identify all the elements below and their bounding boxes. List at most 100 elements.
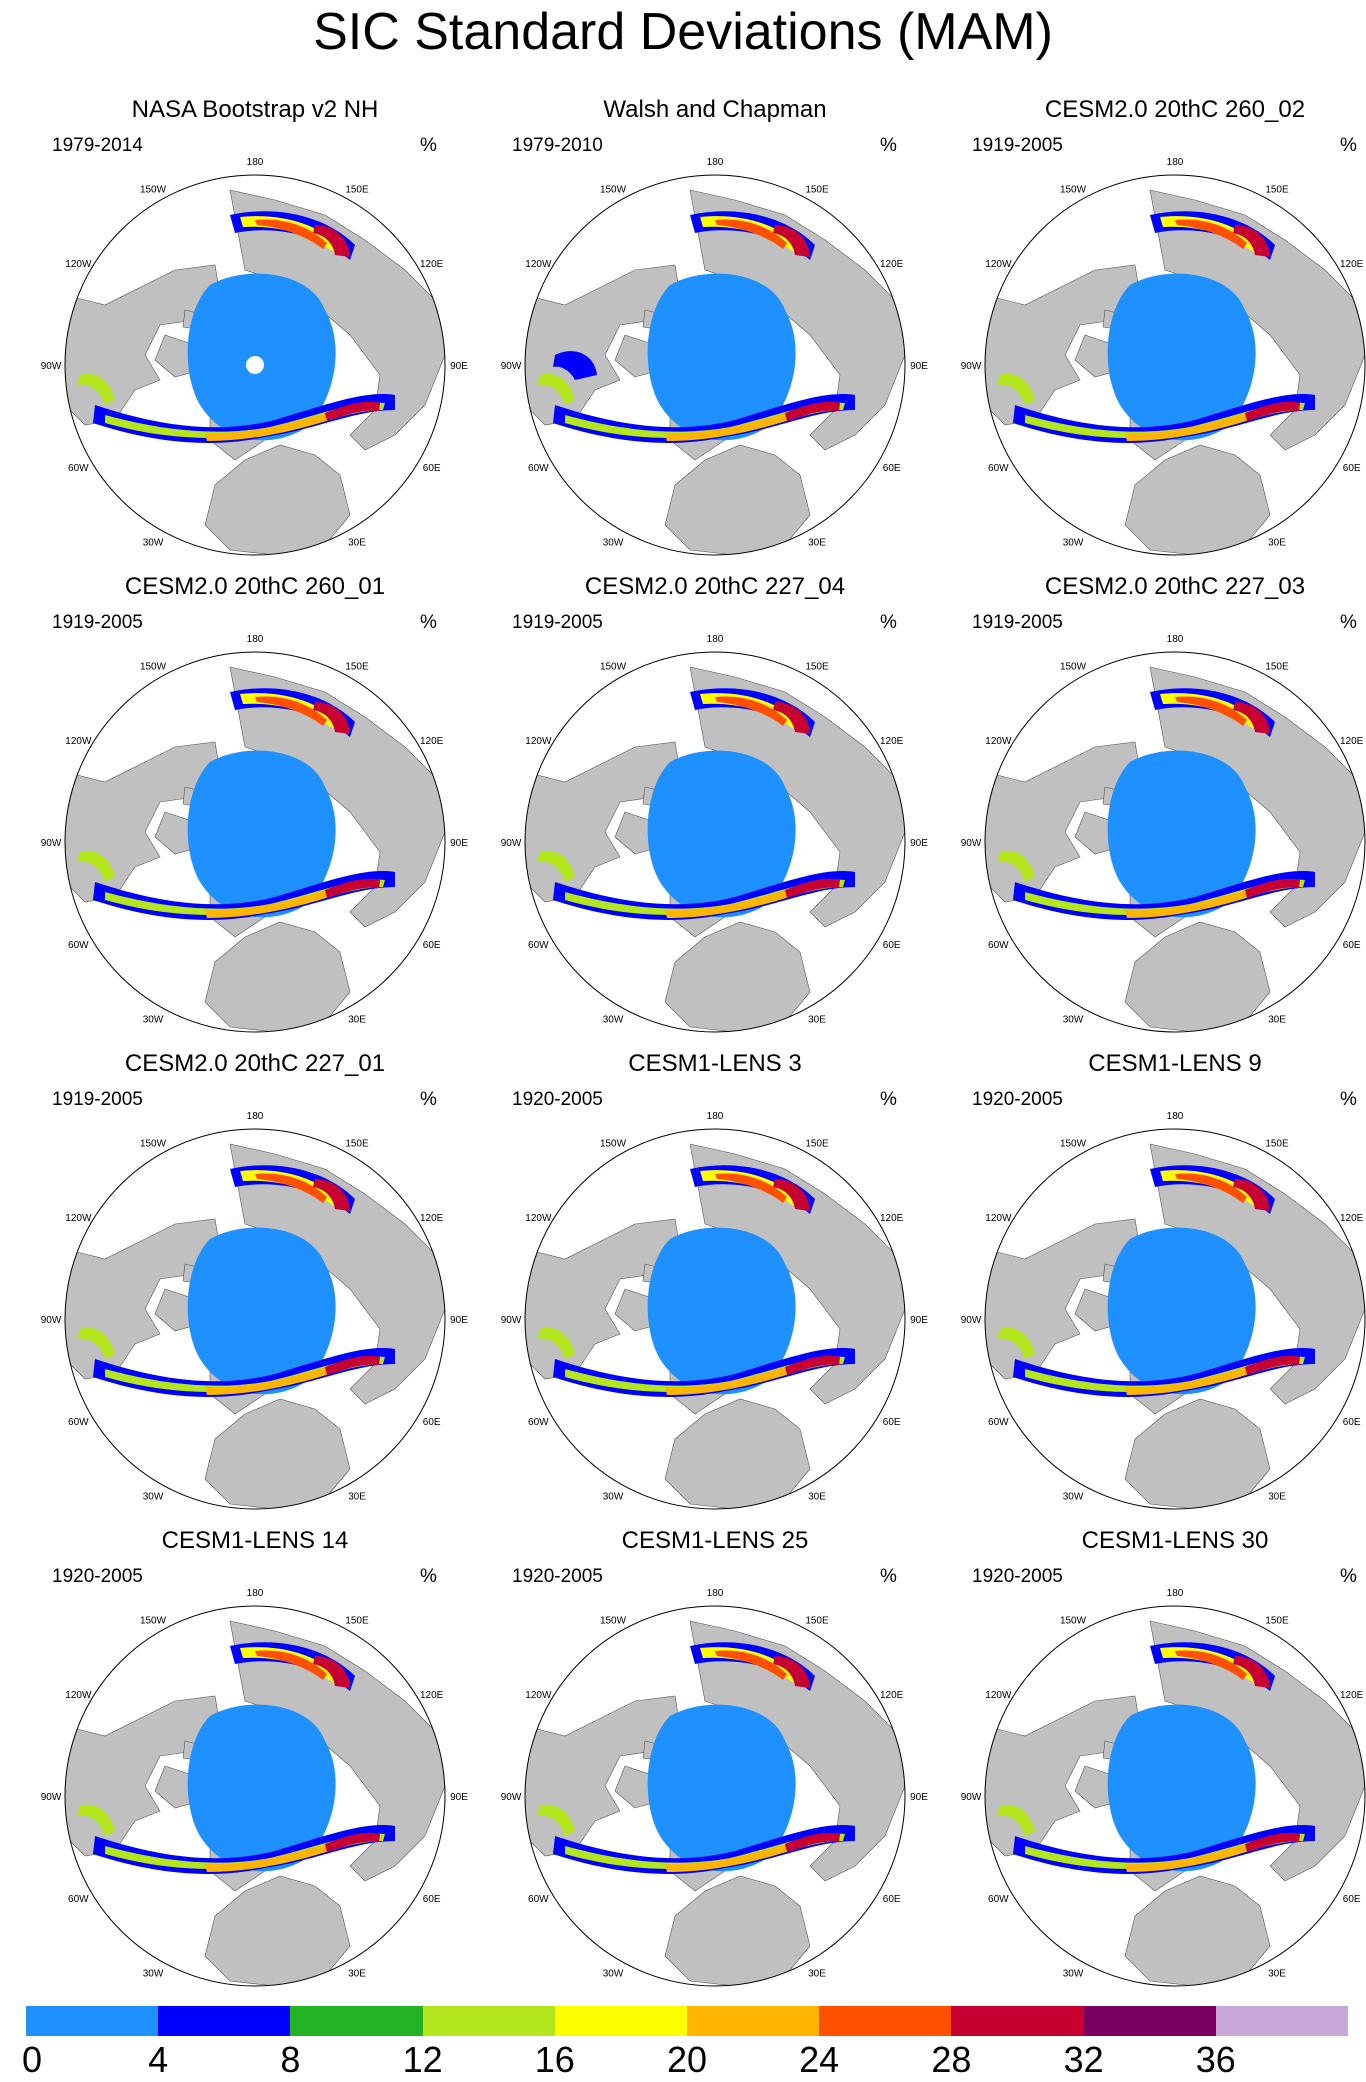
longitude-label: 60E	[1343, 1894, 1361, 1905]
panel-title: CESM1-LENS 30	[1081, 1527, 1269, 1554]
sic-region	[785, 1832, 840, 1852]
colorbar-tick-label: 16	[534, 2039, 575, 2080]
map-border	[524, 1128, 906, 1510]
panel-years: 1919-2005	[52, 1089, 143, 1110]
polar-map: 180150E120E90E60E30E030W60W90W120W150W	[961, 157, 1366, 556]
sic-region	[785, 1355, 840, 1375]
panel-title: CESM2.0 20thC 227_04	[584, 573, 846, 600]
longitude-label: 60E	[1343, 1417, 1361, 1428]
polar-map: 180150E120E90E60E30E030W60W90W120W150W	[501, 157, 928, 556]
sic-region	[313, 1656, 350, 1688]
sic-region	[1125, 1836, 1271, 1872]
map-panel: CESM1-LENS 91920-2005%180150E120E90E60E3…	[945, 1049, 1366, 1519]
longitude-label: 90W	[501, 361, 522, 372]
sic-region	[773, 1179, 810, 1211]
longitude-label: 30W	[603, 1015, 624, 1026]
sic-region	[1245, 1832, 1300, 1852]
sic-region	[1175, 1173, 1247, 1203]
panel-title: CESM1-LENS 14	[161, 1527, 349, 1554]
longitude-label: 60W	[988, 940, 1009, 951]
longitude-label: 60W	[528, 1894, 549, 1905]
longitude-label: 120W	[65, 1690, 92, 1701]
longitude-label: 150E	[345, 1138, 369, 1149]
sic-region	[187, 1227, 336, 1395]
longitude-label: 60W	[68, 1417, 89, 1428]
sic-region	[1125, 405, 1271, 441]
longitude-label: 150W	[1060, 1138, 1087, 1149]
sic-region	[313, 1179, 350, 1211]
longitude-label: 180	[247, 634, 264, 645]
sic-region	[1245, 401, 1300, 421]
map-border	[64, 651, 446, 1033]
sic-region	[1175, 1650, 1247, 1680]
panel-unit: %	[420, 612, 437, 633]
map-panel: NASA Bootstrap v2 NH 1979-2014% 180 150E 120…	[25, 95, 485, 565]
longitude-label: 90E	[450, 838, 468, 849]
land-mass	[204, 1398, 351, 1509]
longitude-label: 30W	[143, 1015, 164, 1026]
panel-years: 1919-2005	[512, 612, 603, 633]
longitude-label: 30E	[808, 538, 826, 549]
longitude-label: 60E	[423, 463, 441, 474]
sic-region	[1107, 1227, 1256, 1395]
sic-region	[205, 405, 351, 441]
longitude-label: 30W	[603, 1492, 624, 1503]
panel-unit: %	[1340, 612, 1357, 633]
land-mass	[1124, 444, 1271, 555]
polar-map: 180150E120E90E60E30E030W60W90W120W150W	[961, 1111, 1366, 1510]
panel-unit: %	[1340, 1089, 1357, 1110]
map-border	[64, 174, 446, 556]
land-mass	[664, 444, 811, 555]
polar-map: 180150E120E90E60E30E030W60W90W120W150W	[501, 1111, 928, 1510]
sic-region	[1025, 1356, 1305, 1392]
longitude-label: 120W	[985, 259, 1012, 270]
colorbar-tick-label: 12	[402, 2039, 443, 2080]
colorbar-segment	[951, 2006, 1085, 2036]
panel-title: NASA Bootstrap v2 NH	[131, 96, 379, 123]
sic-region	[105, 402, 385, 438]
longitude-label: 150E	[1265, 184, 1289, 195]
map-border	[984, 651, 1366, 1033]
longitude-label: 150E	[805, 661, 829, 672]
sic-region	[187, 1704, 336, 1872]
sic-region	[255, 1650, 327, 1680]
map-panel: CESM2.0 20thC 260_01 1919-2005% 180 150E 120…	[25, 572, 485, 1042]
sic-region	[313, 702, 350, 734]
longitude-label: 30E	[348, 1969, 366, 1980]
sic-region	[715, 1650, 787, 1680]
panel-years: 1920-2005	[512, 1566, 603, 1587]
longitude-label: 60E	[883, 463, 901, 474]
land-mass	[204, 444, 351, 555]
sic-region	[773, 702, 810, 734]
longitude-label: 150W	[600, 1615, 627, 1626]
longitude-label: 120E	[1340, 259, 1364, 270]
panel-title: CESM1-LENS 9	[1088, 1050, 1262, 1077]
sic-region	[565, 1356, 845, 1392]
colorbar-segment	[26, 2006, 159, 2036]
sic-region	[773, 225, 810, 257]
sic-region	[647, 1704, 796, 1872]
colorbar-segment	[687, 2006, 820, 2036]
sic-region	[565, 402, 845, 438]
longitude-label: 90W	[961, 1315, 982, 1326]
longitude-label: 90W	[41, 1792, 62, 1803]
panel-title: CESM1-LENS 25	[621, 1527, 809, 1554]
sic-region	[997, 373, 1035, 405]
sic-region	[313, 225, 350, 257]
panel-title: CESM2.0 20thC 227_01	[124, 1050, 386, 1077]
colorbar-tick-label: 0	[21, 2039, 43, 2080]
longitude-label: 120W	[65, 736, 92, 747]
sic-region	[1233, 702, 1270, 734]
longitude-label: 120W	[65, 1213, 92, 1224]
map-panel: CESM2.0 20thC 227_03 1919-2005% 180 150E 120…	[945, 572, 1366, 1042]
longitude-label: 30E	[808, 1969, 826, 1980]
longitude-label: 30E	[808, 1015, 826, 1026]
sic-region	[1107, 750, 1256, 918]
panel-years: 1920-2005	[512, 1089, 603, 1110]
colorbar-tick-label: 8	[280, 2039, 301, 2080]
longitude-label: 60W	[528, 463, 549, 474]
sic-region	[647, 273, 796, 441]
longitude-label: 60E	[423, 1417, 441, 1428]
sic-region	[715, 696, 787, 726]
sic-region	[187, 750, 336, 918]
